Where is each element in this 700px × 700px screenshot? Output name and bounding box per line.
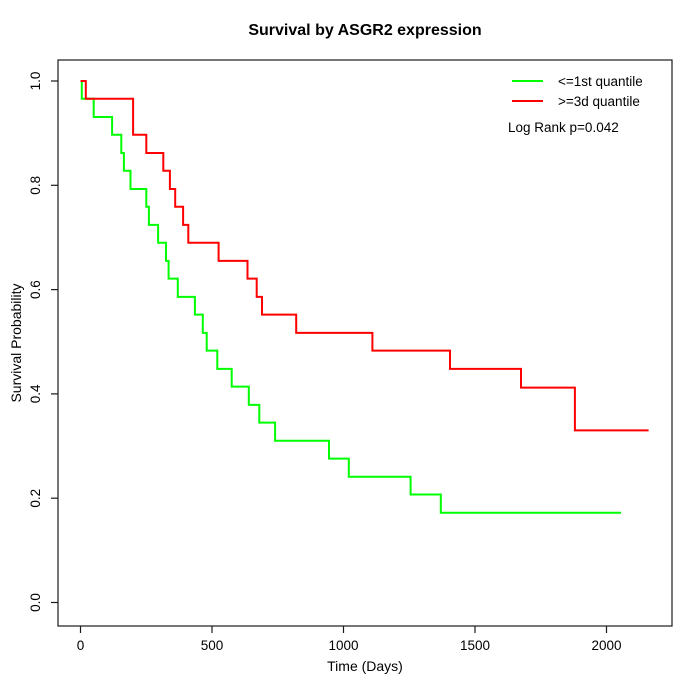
y-tick-label: 0.0 <box>28 593 43 612</box>
x-tick-label: 0 <box>77 638 85 653</box>
log-rank-annotation: Log Rank p=0.042 <box>508 120 619 135</box>
legend-label-high-quantile: >=3d quantile <box>558 93 640 109</box>
x-tick-label: 500 <box>201 638 224 653</box>
x-tick-label: 1500 <box>460 638 490 653</box>
legend-line-red <box>512 100 543 102</box>
y-tick-label: 0.6 <box>28 280 43 299</box>
x-tick-label: 2000 <box>591 638 621 653</box>
y-tick-label: 0.2 <box>28 489 43 508</box>
x-axis-label: Time (Days) <box>327 658 403 674</box>
y-axis-label: Survival Probability <box>8 283 24 403</box>
y-tick-label: 1.0 <box>28 72 43 91</box>
x-tick-label: 1000 <box>328 638 358 653</box>
y-tick-label: 0.8 <box>28 176 43 195</box>
legend-line-green <box>512 80 543 82</box>
chart-title: Survival by ASGR2 expression <box>248 22 482 39</box>
plot-box <box>57 59 673 627</box>
legend-entry-low-quantile: <=1st quantile <box>512 73 643 89</box>
legend-label-low-quantile: <=1st quantile <box>558 73 643 89</box>
legend-entry-high-quantile: >=3d quantile <box>512 93 640 109</box>
survival-curve-red <box>80 80 649 432</box>
survival-curve-green <box>80 80 621 514</box>
y-tick-label: 0.4 <box>28 384 43 403</box>
